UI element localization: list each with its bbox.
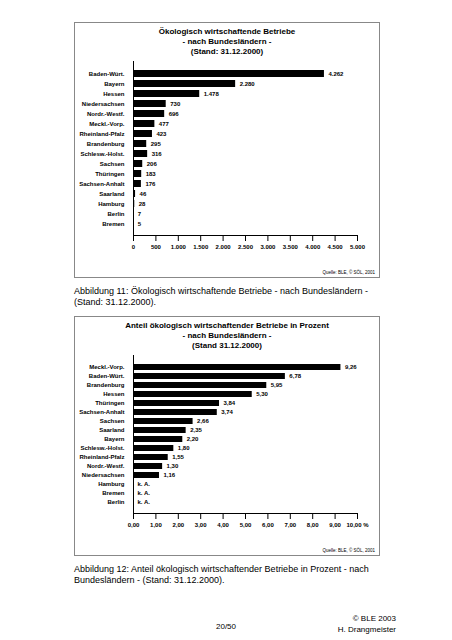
svg-text:6,78: 6,78 [289,373,301,379]
svg-text:1.500: 1.500 [193,244,209,250]
svg-text:3.000: 3.000 [260,244,276,250]
svg-text:5,00: 5,00 [240,522,252,528]
svg-text:1.478: 1.478 [204,91,220,97]
svg-text:9,00: 9,00 [329,522,341,528]
svg-text:2.280: 2.280 [240,81,256,87]
svg-text:Nordr.-Westf.: Nordr.-Westf. [87,111,125,117]
svg-text:Berlin: Berlin [107,499,124,505]
svg-text:Bayern: Bayern [104,436,125,442]
svg-text:Meckl.-Vorp.: Meckl.-Vorp. [89,121,125,127]
svg-text:2.000: 2.000 [216,244,232,250]
html-text:Abbildung 12: Anteil ökologisc: Abbildung 12: Anteil ökologisch wirtscha… [74,564,369,585]
html-text:Quelle: BLE, © SÖL, 2001: Quelle: BLE, © SÖL, 2001 [322,548,375,553]
html-text:Quelle: BLE, © SÖL, 2001: Quelle: BLE, © SÖL, 2001 [322,270,375,275]
svg-text:Bayern: Bayern [104,81,125,87]
svg-text:4.500: 4.500 [328,244,344,250]
svg-text:Meckl.-Vorp.: Meckl.-Vorp. [89,364,125,370]
svg-text:Baden-Würt.: Baden-Würt. [89,71,125,77]
svg-text:Sachsen-Anhalt: Sachsen-Anhalt [79,181,124,187]
svg-text:Hessen: Hessen [103,391,125,397]
svg-text:2,20: 2,20 [187,436,199,442]
svg-text:5,30: 5,30 [256,391,268,397]
svg-text:183: 183 [146,171,157,177]
svg-text:Saarland: Saarland [99,427,125,433]
svg-text:Brandenburg: Brandenburg [87,382,125,388]
svg-text:Bremen: Bremen [102,221,125,227]
svg-text:1.000: 1.000 [171,244,187,250]
svg-text:4.000: 4.000 [305,244,321,250]
svg-text:Sachsen-Anhalt: Sachsen-Anhalt [79,409,124,415]
svg-text:2,35: 2,35 [190,427,202,433]
svg-text:28: 28 [139,201,146,207]
svg-text:295: 295 [151,141,162,147]
svg-text:4,00: 4,00 [217,522,229,528]
svg-text:10,00 %: 10,00 % [346,522,369,528]
svg-text:8,00: 8,00 [307,522,319,528]
svg-text:Berlin: Berlin [107,211,124,217]
svg-text:Brandenburg: Brandenburg [87,141,125,147]
svg-text:423: 423 [156,131,167,137]
svg-text:Niedersachsen: Niedersachsen [82,101,125,107]
html-text:© BLE 2003: © BLE 2003 [352,614,396,623]
svg-text:1,55: 1,55 [172,454,184,460]
svg-text:k. A.: k. A. [138,481,151,487]
svg-text:Nordr.-Westf.: Nordr.-Westf. [87,463,125,469]
svg-text:316: 316 [152,151,163,157]
svg-text:2.500: 2.500 [238,244,254,250]
svg-text:3,00: 3,00 [195,522,207,528]
svg-text:Thüringen: Thüringen [95,400,125,406]
svg-text:7,00: 7,00 [284,522,296,528]
svg-text:Baden-Würt.: Baden-Würt. [89,373,125,379]
svg-text:1,30: 1,30 [167,463,179,469]
svg-text:Rheinland-Pfalz: Rheinland-Pfalz [79,131,124,137]
svg-text:Niedersachsen: Niedersachsen [82,472,125,478]
svg-text:7: 7 [138,211,142,217]
html-text:Ökologisch wirtschaftende Betr: Ökologisch wirtschaftende Betriebe - nac… [158,27,296,56]
svg-text:3.500: 3.500 [283,244,299,250]
svg-text:6,00: 6,00 [262,522,274,528]
svg-text:Schlesw.-Holst.: Schlesw.-Holst. [80,151,124,157]
html-text:H. Drangmeister: H. Drangmeister [337,625,396,634]
svg-text:Hamburg: Hamburg [98,481,125,487]
svg-text:Sachsen: Sachsen [100,418,125,424]
svg-text:1,16: 1,16 [163,472,175,478]
svg-text:5.000: 5.000 [350,244,366,250]
html-text:20/50: 20/50 [216,622,236,631]
svg-text:1,80: 1,80 [178,445,190,451]
svg-text:500: 500 [151,244,162,250]
html-text:Anteil ökologisch wirtschaften: Anteil ökologisch wirtschaftender Betrie… [125,321,329,350]
svg-text:5,95: 5,95 [271,382,283,388]
svg-text:206: 206 [147,161,158,167]
svg-text:Bremen: Bremen [102,490,125,496]
svg-text:0: 0 [132,244,136,250]
svg-text:9,26: 9,26 [345,364,357,370]
svg-text:4.262: 4.262 [328,71,344,77]
svg-text:Sachsen: Sachsen [100,161,125,167]
svg-text:2,66: 2,66 [197,418,209,424]
svg-text:696: 696 [169,111,180,117]
svg-text:Rheinland-Pfalz: Rheinland-Pfalz [79,454,124,460]
svg-text:k. A.: k. A. [138,490,151,496]
svg-text:Thüringen: Thüringen [95,171,125,177]
svg-text:0,00: 0,00 [128,522,140,528]
svg-text:Hamburg: Hamburg [98,201,125,207]
svg-text:176: 176 [145,181,156,187]
svg-text:3,74: 3,74 [221,409,233,415]
svg-text:Hessen: Hessen [103,91,125,97]
svg-text:2,00: 2,00 [172,522,184,528]
svg-text:730: 730 [170,101,181,107]
svg-text:3,84: 3,84 [224,400,236,406]
svg-text:477: 477 [159,121,170,127]
svg-text:Schlesw.-Holst.: Schlesw.-Holst. [80,445,124,451]
svg-text:Saarland: Saarland [99,191,125,197]
svg-text:1,00: 1,00 [150,522,162,528]
svg-text:5: 5 [138,221,142,227]
html-text:Abbildung 11: Ökologisch wirts: Abbildung 11: Ökologisch wirtschaftende … [74,286,368,307]
svg-text:46: 46 [140,191,147,197]
svg-text:k. A.: k. A. [138,499,151,505]
